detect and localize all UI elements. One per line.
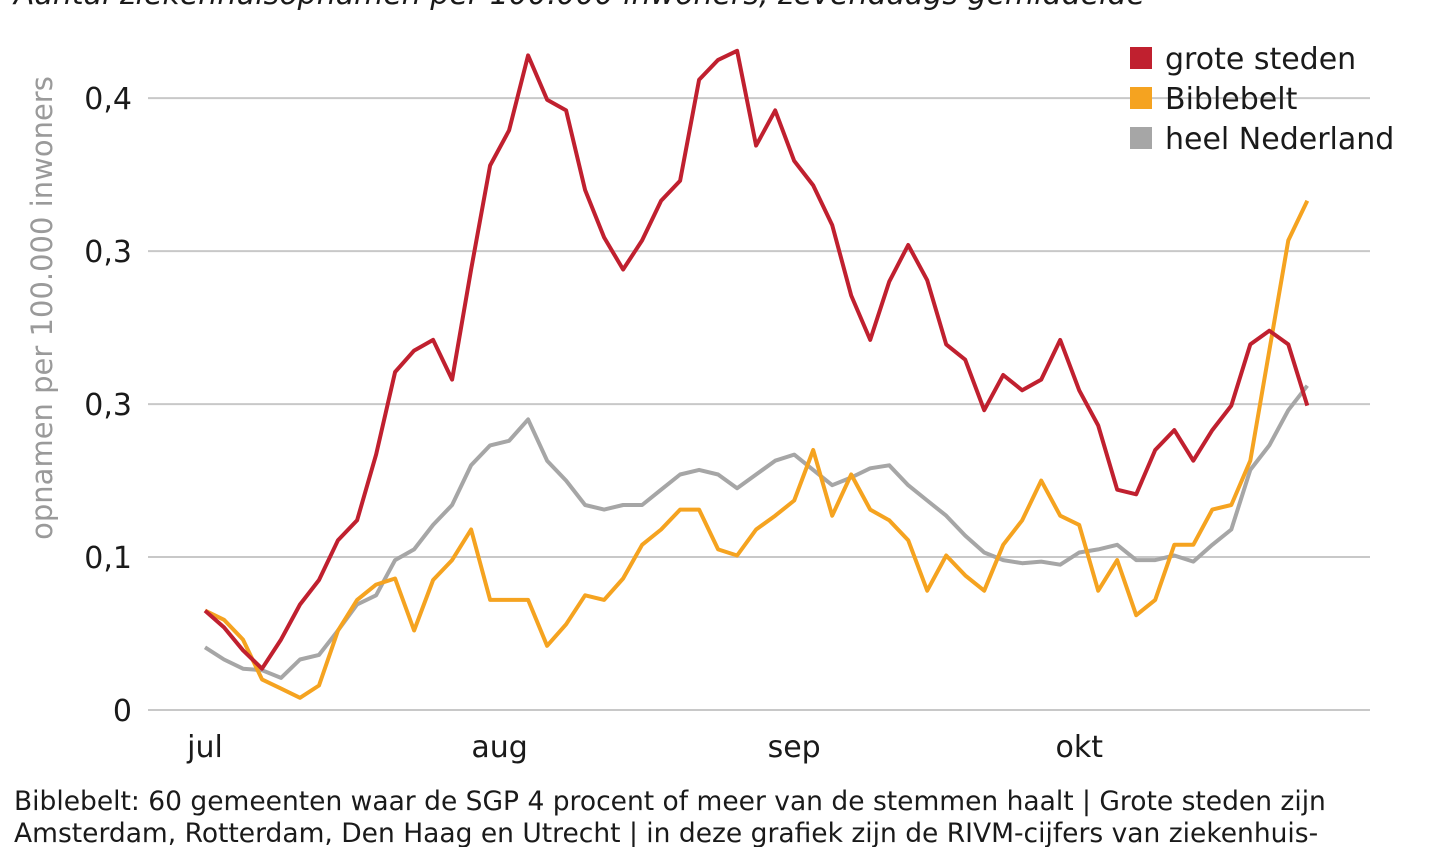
chart-title: Aantal ziekenhuisopnamen per 100.000 inw… (12, 0, 1145, 12)
legend-swatch (1130, 47, 1152, 69)
x-tick-label: aug (471, 730, 527, 765)
y-tick-label: 0,4 (84, 82, 132, 117)
series-line (203, 48, 1310, 671)
legend-label: grote steden (1165, 42, 1356, 77)
legend-swatch (1130, 127, 1152, 149)
x-tick-label: sep (768, 730, 821, 765)
footnote-line: Amsterdam, Rotterdam, Den Haag en Utrech… (14, 818, 1318, 847)
x-tick-label: jul (186, 730, 223, 765)
legend-label: heel Nederland (1165, 122, 1394, 157)
series-line (203, 384, 1309, 680)
y-tick-label: 0 (113, 694, 132, 729)
y-tick-label: 0,3 (84, 388, 132, 423)
legend-swatch (1130, 87, 1152, 109)
y-axis-label: opnamen per 100.000 inwoners (25, 76, 59, 540)
y-tick-label: 0,3 (84, 235, 132, 270)
series-line (204, 199, 1310, 700)
footnote-line: Biblebelt: 60 gemeenten waar de SGP 4 pr… (14, 786, 1326, 817)
legend-label: Biblebelt (1165, 82, 1298, 117)
x-tick-label: okt (1055, 730, 1103, 765)
y-tick-label: 0,1 (84, 541, 132, 576)
